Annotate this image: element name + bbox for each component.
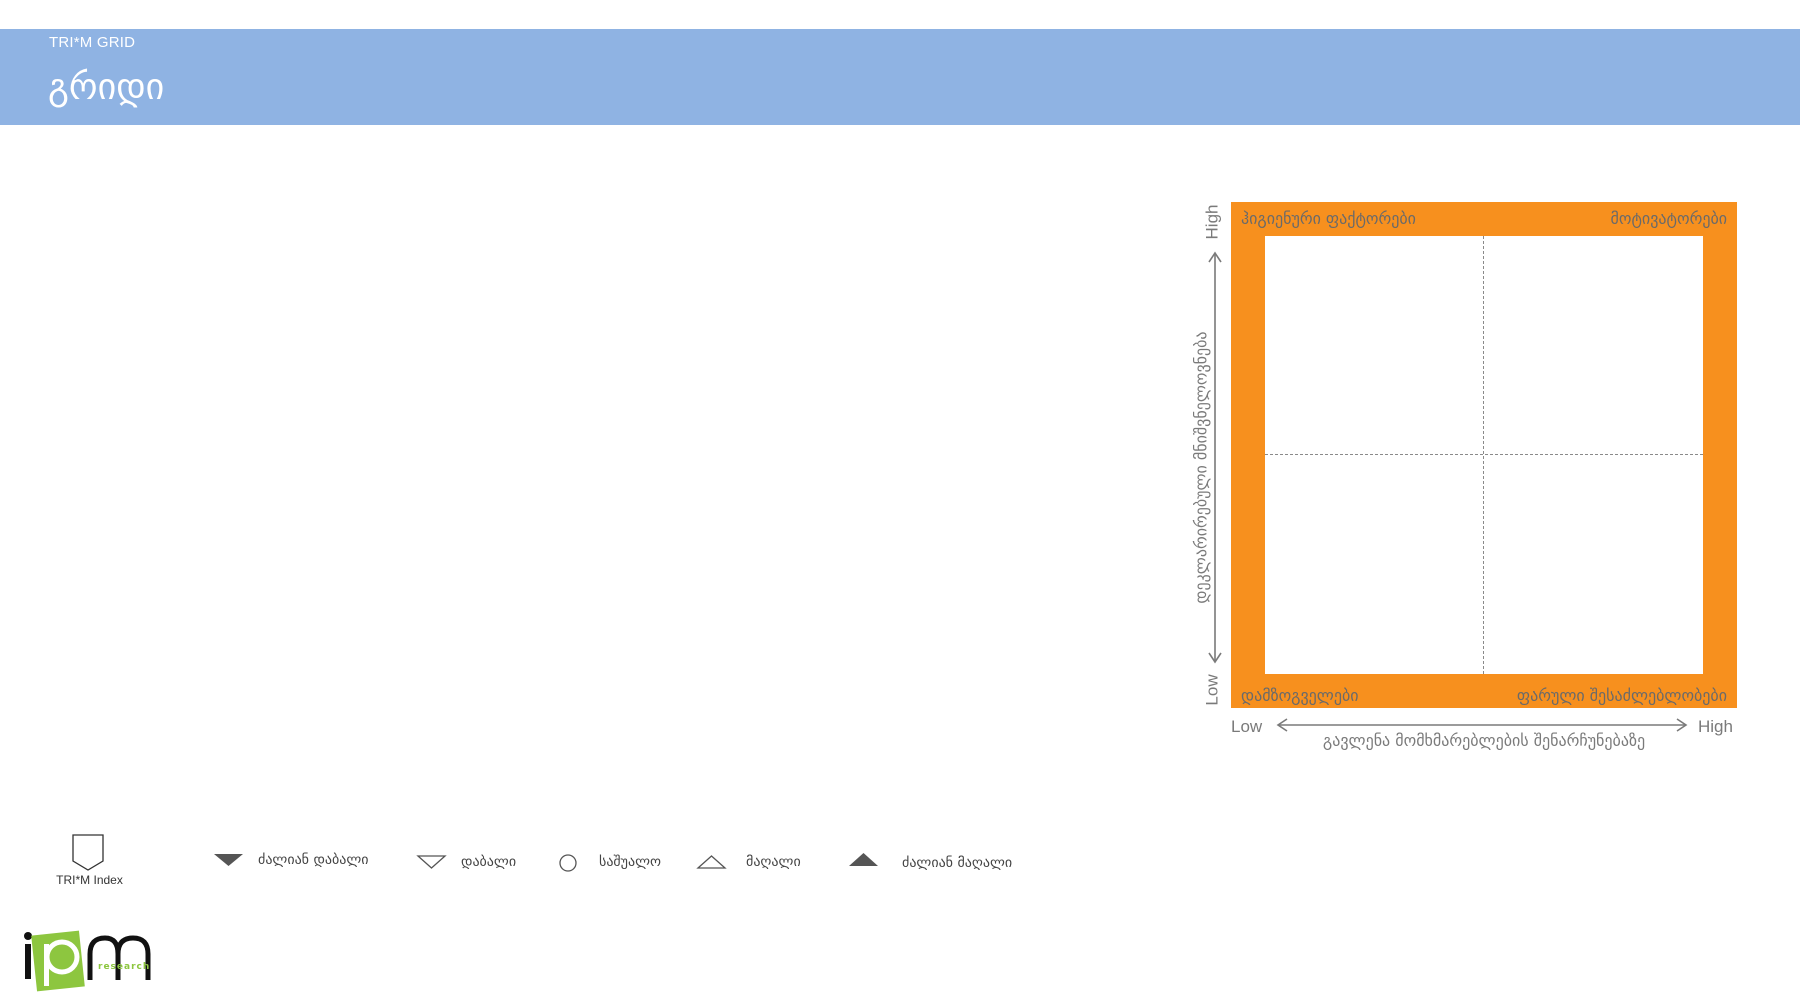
y-axis-arrow-top-head [1208, 251, 1222, 263]
x-axis-high-label: High [1698, 717, 1733, 736]
trim-grid-frame: ჰიგიენური ფაქტორები მოტივატორები დამზოგვ… [1231, 202, 1737, 708]
quadrant-label-top-right: მოტივატორები [1610, 209, 1727, 228]
trim-index-icon [72, 834, 104, 871]
legend-label-low: დაბალი [461, 854, 517, 870]
circle-icon [559, 854, 577, 872]
x-axis-title: გავლენა მომხმარებლების შენარჩუნებაზე [1322, 731, 1646, 750]
header-bar: TRI*M GRID გრიდი [0, 29, 1800, 125]
logo-research-text: research [98, 962, 151, 972]
legend-label-high: მაღალი [746, 854, 801, 870]
quadrant-label-bottom-right: ფარული შესაძლებლობები [1516, 686, 1727, 705]
header-subtitle: TRI*M GRID [49, 34, 136, 51]
x-axis-low-label: Low [1231, 717, 1263, 736]
legend-label-medium: საშუალო [599, 854, 662, 870]
x-axis-arrow-right-head [1676, 718, 1688, 732]
outline-down-triangle-icon [416, 855, 447, 869]
page-title: გრიდი [48, 67, 165, 108]
quadrant-label-bottom-left: დამზოგველები [1241, 686, 1359, 705]
ipm-logo [24, 930, 151, 992]
y-axis-arrow-bottom-head [1208, 652, 1222, 664]
vertical-divider [1483, 236, 1484, 674]
x-axis-arrow-left-head [1276, 718, 1288, 732]
filled-up-triangle-icon [849, 853, 878, 866]
trim-index-label: TRI*M Index [56, 873, 123, 887]
outline-up-triangle-icon [696, 855, 727, 869]
legend-label-very-high: ძალიან მაღალი [902, 855, 1013, 871]
filled-down-triangle-icon [214, 854, 243, 866]
horizontal-divider [1265, 454, 1703, 455]
legend-label-very-low: ძალიან დაბალი [258, 852, 369, 868]
grid-plot-area [1265, 236, 1703, 674]
quadrant-label-top-left: ჰიგიენური ფაქტორები [1241, 209, 1416, 228]
